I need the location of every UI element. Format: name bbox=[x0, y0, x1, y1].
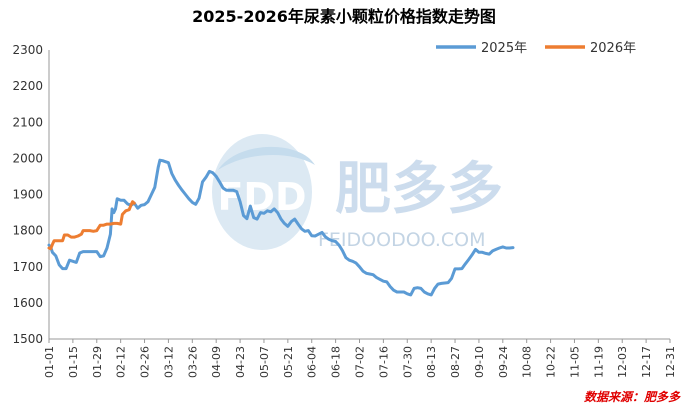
x-tick-label: 05-21 bbox=[282, 346, 295, 378]
x-tick-label: 06-18 bbox=[330, 346, 343, 378]
x-tick-label: 08-27 bbox=[449, 346, 462, 378]
watermark-url: FEIDOODOO.COM bbox=[318, 229, 486, 251]
series-line-2 bbox=[47, 200, 136, 251]
chart-title: 2025-2026年尿素小颗粒价格指数走势图 bbox=[192, 7, 496, 26]
x-tick-label: 07-16 bbox=[377, 346, 390, 378]
source-note: 数据来源：肥多多 bbox=[584, 390, 681, 404]
watermark-brand: 肥多多 bbox=[335, 157, 503, 222]
series-line-1 bbox=[47, 158, 515, 297]
watermark: FDD 肥多多 FEIDOODOO.COM bbox=[212, 134, 503, 251]
x-tick-label: 07-02 bbox=[354, 346, 367, 378]
x-tick-label: 08-13 bbox=[425, 346, 438, 378]
x-tick-label: 02-12 bbox=[115, 346, 128, 378]
y-tick-label: 1600 bbox=[12, 296, 43, 310]
y-tick-label: 1700 bbox=[12, 260, 43, 274]
series-lines bbox=[47, 158, 515, 297]
x-tick-label: 07-30 bbox=[401, 346, 414, 378]
x-tick-label: 10-22 bbox=[545, 346, 558, 378]
legend-label-2026: 2026年 bbox=[590, 41, 636, 56]
x-tick-label: 10-08 bbox=[521, 346, 534, 378]
watermark-logo-icon bbox=[212, 134, 312, 250]
legend: 2025年 2026年 bbox=[436, 41, 636, 56]
x-tick-label: 12-17 bbox=[640, 346, 653, 378]
x-axis-ticks: 01-01 01-15 01-29 02-12 02-26 03-12 03-26 04-09… bbox=[43, 339, 677, 378]
y-tick-label: 1800 bbox=[12, 224, 43, 238]
y-tick-label: 1500 bbox=[12, 332, 43, 346]
x-tick-label: 04-09 bbox=[210, 346, 223, 378]
x-tick-label: 12-31 bbox=[664, 346, 677, 378]
x-tick-label: 05-07 bbox=[258, 346, 271, 378]
x-tick-label: 03-26 bbox=[186, 346, 199, 378]
y-axis-ticks: 1500 1600 1700 1800 1900 2000 2100 2200 2300 bbox=[12, 43, 43, 346]
y-tick-label: 2100 bbox=[12, 115, 43, 129]
x-tick-label: 09-10 bbox=[473, 346, 486, 378]
legend-label-2025: 2025年 bbox=[481, 41, 527, 56]
x-tick-label: 01-29 bbox=[91, 346, 104, 378]
y-tick-label: 1900 bbox=[12, 188, 43, 202]
x-tick-label: 06-04 bbox=[306, 346, 319, 378]
x-tick-label: 09-24 bbox=[497, 346, 510, 378]
x-tick-label: 03-12 bbox=[162, 346, 175, 378]
x-tick-label: 11-05 bbox=[568, 346, 581, 378]
y-tick-label: 2200 bbox=[12, 79, 43, 93]
x-tick-label: 11-19 bbox=[592, 346, 605, 378]
x-tick-label: 04-23 bbox=[234, 346, 247, 378]
watermark-leaf-icon bbox=[218, 146, 315, 170]
y-tick-label: 2300 bbox=[12, 43, 43, 57]
x-tick-label: 12-03 bbox=[616, 346, 629, 378]
y-tick-label: 2000 bbox=[12, 151, 43, 165]
x-tick-label: 01-01 bbox=[43, 346, 56, 378]
x-tick-label: 02-26 bbox=[139, 346, 152, 378]
x-tick-label: 01-15 bbox=[67, 346, 80, 378]
